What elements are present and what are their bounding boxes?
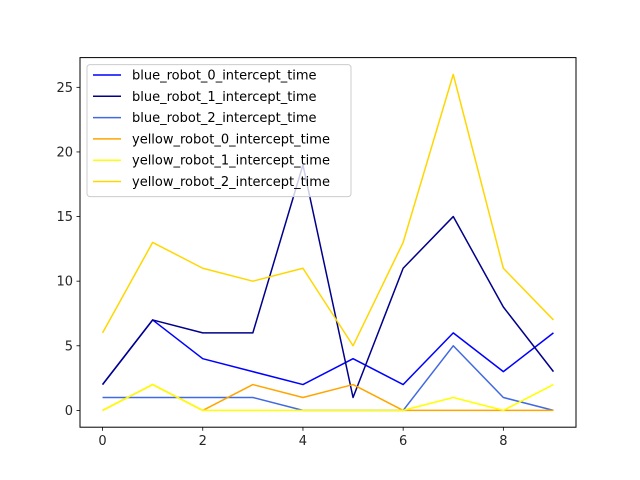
x-tick-label: 0 [98,434,106,449]
x-axis: 0 2 4 6 8 [98,427,507,449]
series-line-5 [101,73,554,347]
x-tick-label: 2 [199,434,207,449]
legend-label: yellow_robot_0_intercept_time [132,132,330,147]
series-layer [101,73,555,412]
series-line-4 [102,383,554,412]
plot-frame [79,57,577,428]
y-tick-label: 10 [56,275,73,290]
series-line-0 [101,319,554,386]
legend-label: blue_robot_0_intercept_time [132,69,317,84]
series-line-1 [101,164,555,399]
y-axis: 0 5 10 15 20 25 [56,81,80,419]
legend-label: blue_robot_1_intercept_time [132,90,317,105]
x-tick-label: 4 [299,434,307,449]
legend-label: blue_robot_2_intercept_time [132,111,317,126]
legend-label: yellow_robot_2_intercept_time [132,175,330,190]
legend-label: yellow_robot_1_intercept_time [132,154,330,169]
legend: blue_robot_0_intercept_time blue_robot_1_… [86,64,352,198]
x-tick-label: 6 [399,434,407,449]
y-tick-label: 5 [65,339,73,354]
y-tick-label: 0 [65,404,73,419]
y-tick-label: 15 [56,210,73,225]
y-tick-label: 20 [56,145,73,160]
y-tick-label: 25 [56,81,73,96]
x-tick-label: 8 [499,434,507,449]
legend-box [86,64,352,198]
